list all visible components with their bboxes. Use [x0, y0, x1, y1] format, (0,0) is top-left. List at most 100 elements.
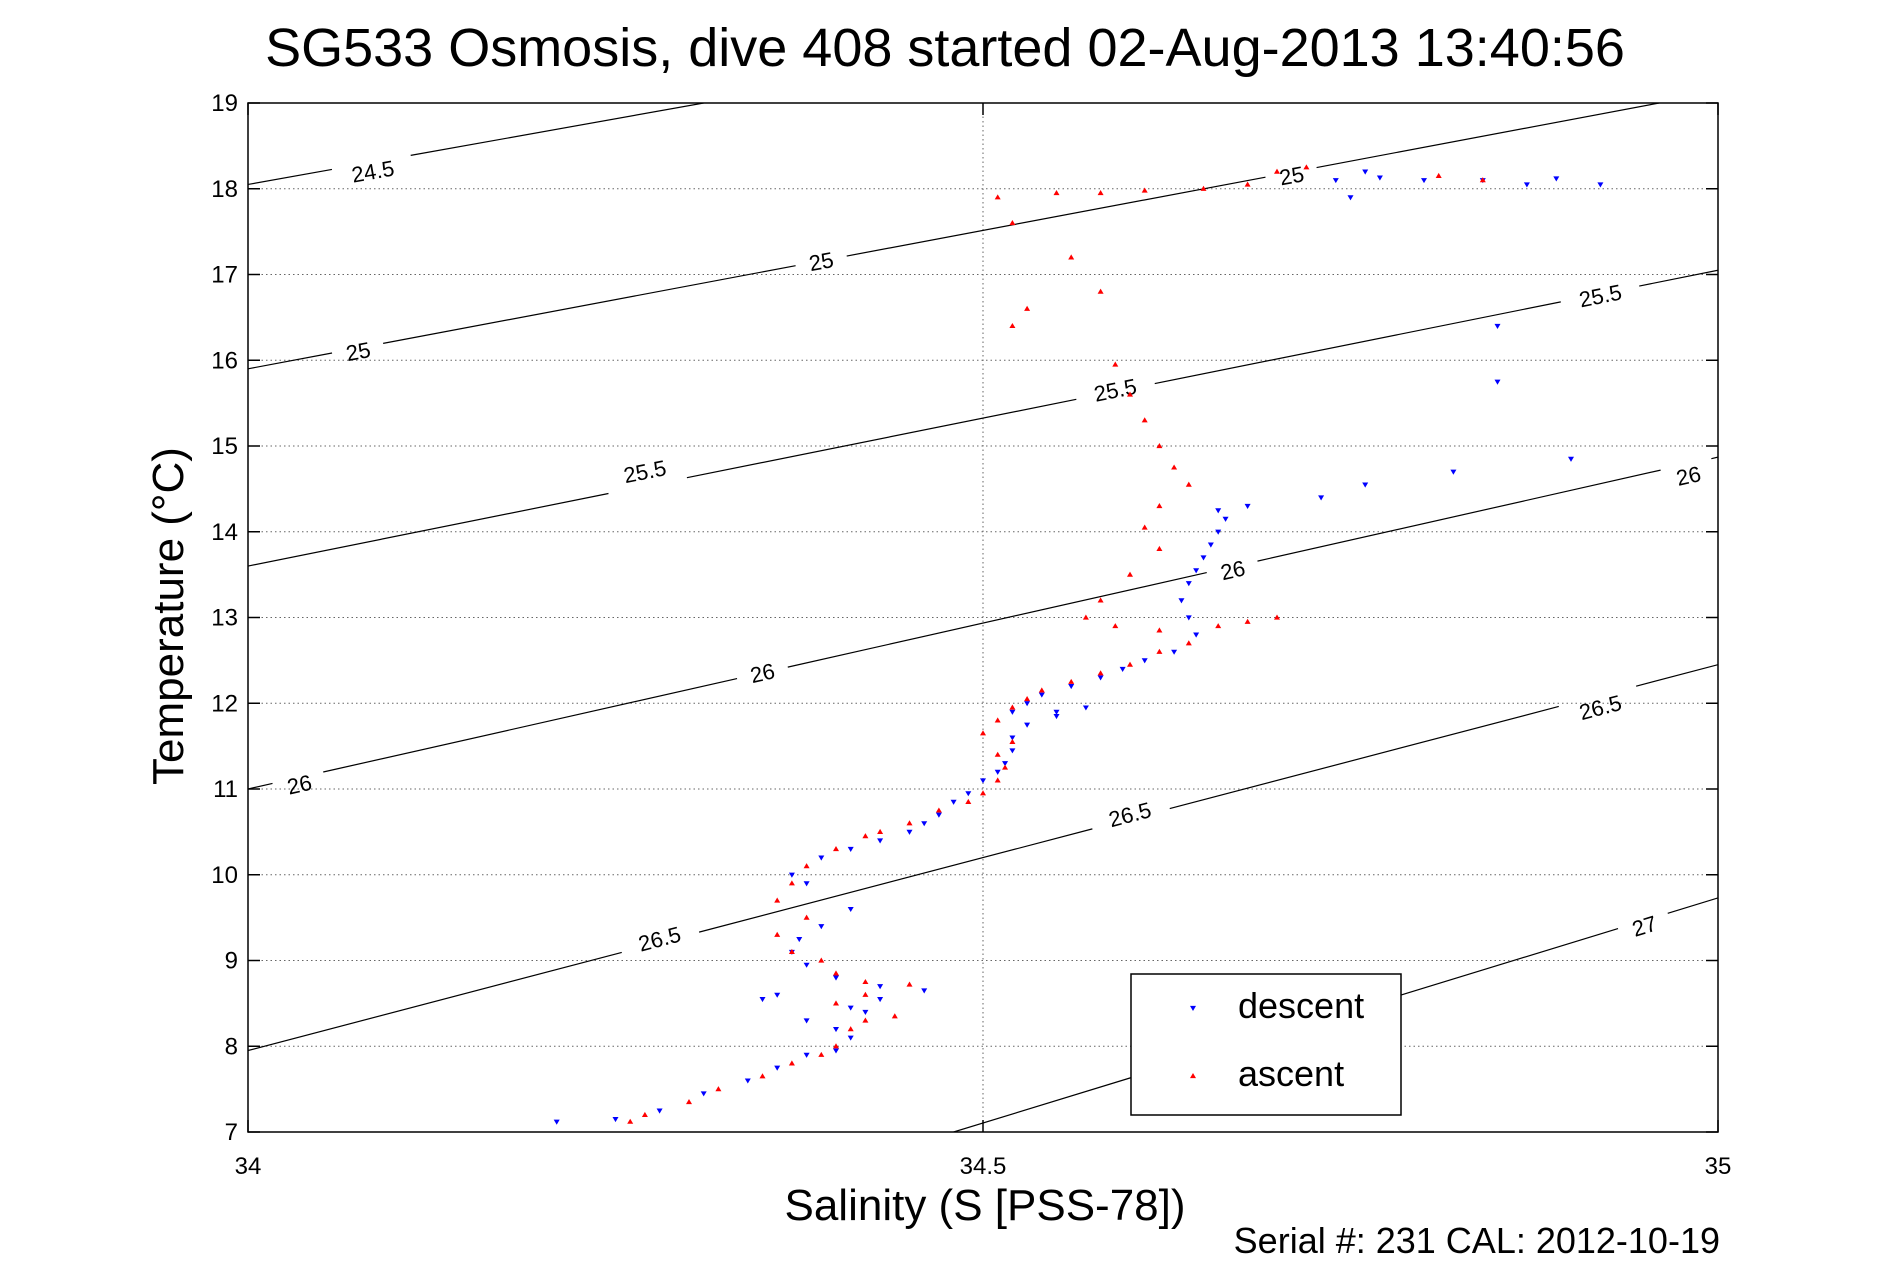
density-contour-line [323, 678, 738, 773]
legend: descent ascent [1130, 973, 1402, 1116]
ascent-point [1112, 623, 1119, 629]
descent-point [788, 872, 795, 878]
ascent-point [891, 1013, 898, 1019]
ascent-point [1185, 640, 1192, 646]
ascent-point [980, 730, 986, 736]
ascent-point [1141, 187, 1148, 193]
legend-label-ascent: ascent [1238, 1053, 1344, 1094]
descent-point [965, 791, 972, 797]
density-contour-line [787, 571, 1207, 668]
descent-point [1097, 675, 1104, 681]
descent-point [700, 1091, 707, 1097]
ascent-point [1274, 614, 1280, 620]
descent-point [1200, 555, 1207, 561]
ascent-point [1156, 545, 1163, 551]
y-tick-label: 10 [211, 862, 238, 889]
density-contour-label: 26.5 [636, 922, 684, 957]
descent-point [1009, 748, 1016, 754]
ascent-point [935, 807, 942, 813]
ascent-point [862, 991, 869, 997]
y-tick-label: 19 [211, 90, 238, 117]
density-contour-line [846, 176, 1266, 257]
descent-point [796, 936, 803, 943]
ascent-point [774, 897, 781, 903]
density-contour-label: 25 [344, 337, 373, 366]
descent-point [1222, 516, 1229, 522]
ascent-point [1156, 503, 1163, 509]
density-contour-line [698, 828, 1093, 933]
ascent-point [1002, 764, 1009, 770]
ascent-point [627, 1118, 634, 1124]
y-tick-label: 7 [225, 1119, 238, 1146]
descent-point [833, 1027, 839, 1033]
density-contour-line [248, 168, 333, 186]
descent-point [1421, 178, 1427, 184]
ascent-point [1097, 288, 1104, 294]
ascent-point [759, 1073, 766, 1079]
ascent-point [994, 751, 1001, 757]
legend-marker-descent [1190, 1005, 1196, 1011]
density-contour-line [1316, 103, 1660, 169]
density-contour-line [248, 352, 333, 370]
ascent-point [641, 1111, 648, 1117]
ascent-point [1009, 738, 1016, 744]
ascent-point [1156, 627, 1163, 633]
ascent-point [1141, 417, 1148, 423]
x-tick-label: 35 [1705, 1153, 1732, 1180]
ascent-point [906, 820, 913, 826]
density-contour-label: 24.5 [350, 156, 397, 188]
ascent-point [1215, 623, 1222, 629]
descent-point [833, 1048, 839, 1054]
density-contour-line [1154, 301, 1561, 385]
descent-point [1494, 379, 1501, 385]
descent-point [774, 1065, 781, 1071]
descent-point [656, 1108, 663, 1114]
ascent-point [965, 798, 972, 804]
descent-point [1207, 542, 1214, 548]
legend-label-descent: descent [1238, 985, 1364, 1026]
ascent-point [862, 833, 869, 839]
y-tick-label: 14 [211, 519, 238, 546]
descent-point [1141, 658, 1148, 664]
descent-point [1215, 529, 1222, 535]
ascent-point [1009, 220, 1016, 226]
ascent-point [1303, 164, 1310, 170]
descent-point [1193, 632, 1200, 638]
descent-point [1523, 182, 1530, 188]
descent-point [906, 829, 913, 835]
y-tick-label: 16 [211, 347, 238, 374]
ascent-point [980, 790, 986, 796]
descent-point [1568, 456, 1574, 462]
descent-point [1362, 169, 1369, 175]
descent-point [612, 1117, 619, 1123]
descent-point [1009, 735, 1016, 741]
density-contour-line [1711, 456, 1718, 460]
density-contour-line [1169, 705, 1559, 810]
descent-point [935, 812, 942, 818]
density-contour-line [248, 492, 609, 567]
descent-point [877, 838, 884, 844]
descent-point [1347, 195, 1354, 201]
ascent-point [1082, 614, 1089, 620]
descent-point [818, 924, 825, 930]
descent-point [833, 975, 839, 981]
ascent-point [1435, 172, 1442, 178]
descent-point [950, 799, 957, 805]
axis-ticks: 34 34.5 35 7 8 9 10 11 12 13 14 15 16 17 18 19 [211, 90, 1731, 1180]
ascent-point [1024, 695, 1031, 702]
ascent-point [788, 1060, 795, 1066]
ascent-point [833, 1043, 839, 1049]
ascent-point [715, 1086, 722, 1092]
descent-point [1185, 615, 1192, 621]
x-tick-label: 34 [235, 1153, 262, 1180]
descent-point [818, 855, 825, 861]
descent-point [877, 996, 884, 1003]
density-contour-line [1667, 897, 1718, 914]
ascent-point [1127, 661, 1133, 667]
density-contour-label: 25 [1277, 161, 1306, 190]
descent-point [921, 988, 928, 994]
descent-point [744, 1078, 751, 1084]
descent-point [1376, 175, 1383, 181]
descent-point [1494, 323, 1501, 329]
